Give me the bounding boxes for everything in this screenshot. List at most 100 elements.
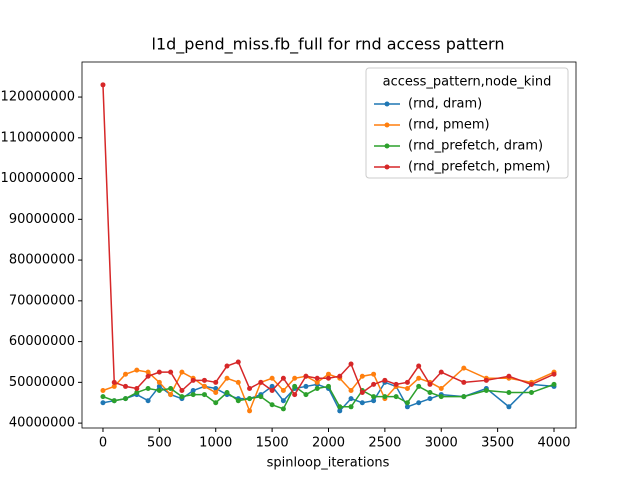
point	[348, 388, 354, 394]
point	[371, 371, 377, 377]
point	[145, 385, 151, 391]
legend-label: (rnd, dram)	[408, 97, 482, 112]
point	[235, 398, 241, 404]
point	[359, 390, 365, 396]
point	[393, 381, 399, 387]
point	[280, 406, 286, 412]
point	[123, 371, 129, 377]
y-tick-label: 120000000	[1, 90, 75, 105]
legend-label: (rnd_prefetch, pmem)	[408, 160, 550, 175]
point	[258, 379, 264, 385]
point	[179, 388, 185, 394]
x-tick-label: 1500	[256, 436, 289, 451]
point	[224, 375, 230, 381]
point	[483, 377, 489, 383]
point	[303, 392, 309, 398]
point	[348, 404, 354, 410]
point	[134, 385, 140, 391]
point	[111, 379, 117, 385]
point	[235, 379, 241, 385]
y-tick-label: 50000000	[9, 375, 75, 390]
point	[438, 369, 444, 375]
y-tick-label: 70000000	[9, 293, 75, 308]
point	[190, 388, 196, 394]
point	[416, 375, 422, 381]
point	[438, 394, 444, 400]
point	[145, 373, 151, 379]
point	[303, 383, 309, 389]
point	[528, 390, 534, 396]
x-tick-label: 2500	[368, 436, 401, 451]
y-tick-label: 40000000	[9, 416, 75, 431]
x-axis-label: spinloop_iterations	[267, 456, 390, 471]
point	[551, 381, 557, 387]
point	[314, 385, 320, 391]
point	[551, 371, 557, 377]
point	[461, 365, 467, 371]
point	[404, 400, 410, 406]
point	[247, 385, 253, 391]
point	[303, 373, 309, 379]
point	[156, 369, 162, 375]
point	[134, 390, 140, 396]
point	[111, 398, 117, 404]
point	[382, 377, 388, 383]
point	[483, 388, 489, 394]
point	[427, 390, 433, 396]
point	[461, 379, 467, 385]
point	[280, 375, 286, 381]
point	[168, 369, 174, 375]
point	[506, 390, 512, 396]
point	[213, 385, 219, 391]
point	[427, 381, 433, 387]
point	[292, 383, 298, 389]
point	[247, 396, 253, 402]
legend-label: (rnd_prefetch, dram)	[408, 139, 543, 154]
point	[100, 400, 106, 406]
legend-box	[365, 67, 569, 179]
point	[359, 400, 365, 406]
point	[404, 379, 410, 385]
point	[145, 369, 151, 375]
y-tick-label: 110000000	[1, 130, 75, 145]
point	[247, 408, 253, 414]
point	[145, 398, 151, 404]
point	[224, 363, 230, 369]
point	[258, 394, 264, 400]
x-tick-label: 0	[99, 436, 107, 451]
x-tick-label: 2000	[312, 436, 345, 451]
point	[100, 388, 106, 394]
point	[168, 385, 174, 391]
x-tick-label: 4000	[537, 436, 570, 451]
x-tick-label: 3000	[425, 436, 458, 451]
point	[213, 400, 219, 406]
point	[371, 398, 377, 404]
point	[213, 390, 219, 396]
point	[190, 392, 196, 398]
point	[325, 383, 331, 389]
point	[416, 383, 422, 389]
point	[404, 385, 410, 391]
point	[348, 361, 354, 367]
point	[123, 383, 129, 389]
legend-title: access_pattern,node_kind	[383, 75, 552, 90]
point	[224, 390, 230, 396]
point	[404, 404, 410, 410]
point	[280, 388, 286, 394]
point	[269, 383, 275, 389]
x-tick-label: 500	[147, 436, 172, 451]
y-tick-label: 100000000	[1, 171, 75, 186]
point	[100, 82, 106, 88]
point	[371, 381, 377, 387]
point	[179, 394, 185, 400]
point	[528, 381, 534, 387]
point	[156, 388, 162, 394]
point	[235, 359, 241, 365]
point	[213, 379, 219, 385]
point	[201, 377, 207, 383]
x-tick-label: 1000	[199, 436, 232, 451]
point	[201, 383, 207, 389]
point	[156, 383, 162, 389]
y-tick-label: 80000000	[9, 253, 75, 268]
